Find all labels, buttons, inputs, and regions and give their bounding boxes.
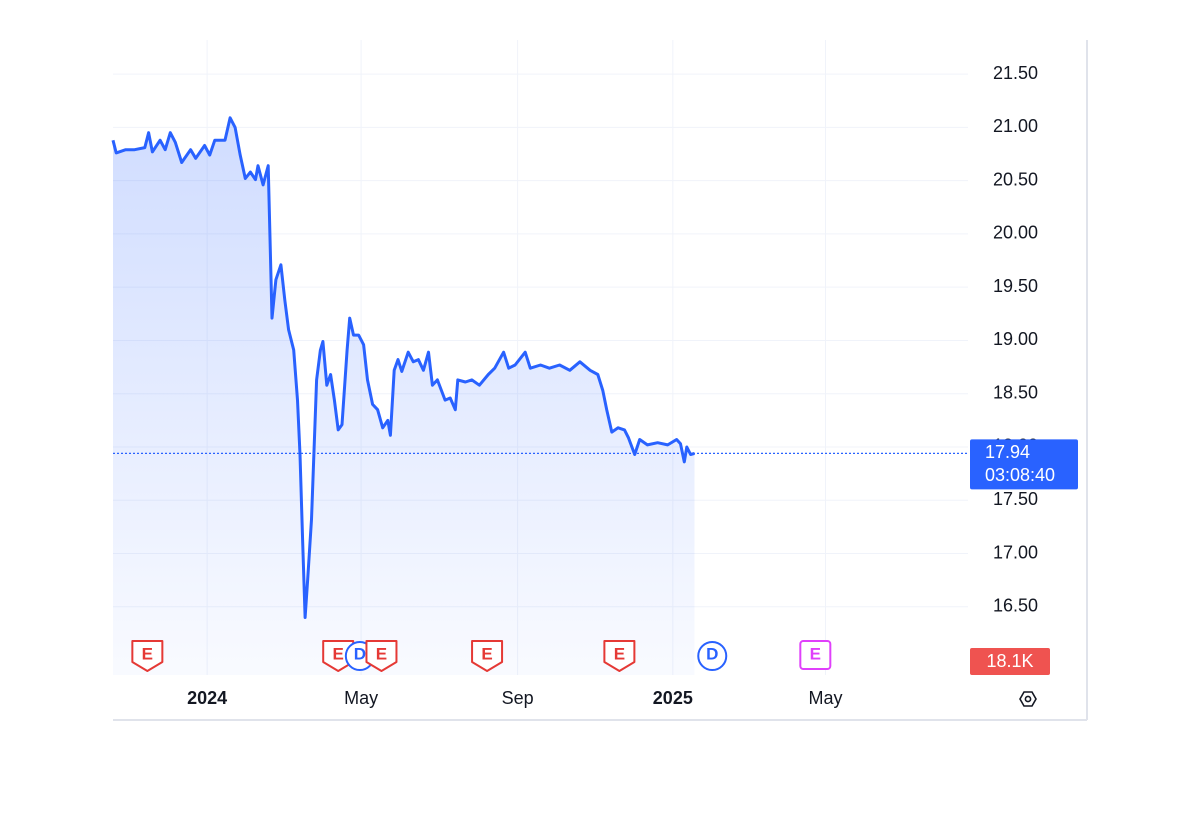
event-marker[interactable]: D xyxy=(697,641,728,671)
countdown-label: 03:08:40 xyxy=(985,465,1055,485)
last-price-box xyxy=(970,439,1078,490)
event-badge[interactable] xyxy=(603,640,636,672)
y-tick-label: 19.00 xyxy=(993,329,1038,349)
event-badge[interactable] xyxy=(365,640,398,672)
y-tick-label: 21.00 xyxy=(993,116,1038,136)
event-marker[interactable]: E xyxy=(603,640,636,672)
event-label[interactable]: E xyxy=(481,644,492,663)
settings-icon[interactable] xyxy=(1019,691,1037,707)
volume-box xyxy=(970,648,1050,675)
event-label[interactable]: D xyxy=(706,644,718,663)
event-label[interactable]: E xyxy=(376,644,387,663)
x-tick-label: Sep xyxy=(502,688,534,708)
event-marker[interactable]: E xyxy=(799,640,832,670)
y-tick-label: 16.50 xyxy=(993,596,1038,616)
event-badge[interactable] xyxy=(799,640,832,670)
volume-label: 18.1K xyxy=(986,651,1033,671)
y-tick-label: 20.00 xyxy=(993,223,1038,243)
event-label[interactable]: D xyxy=(354,644,366,663)
event-badge[interactable] xyxy=(471,640,504,672)
y-tick-label: 20.50 xyxy=(993,169,1038,189)
event-badge[interactable] xyxy=(322,640,355,672)
event-marker[interactable]: E xyxy=(365,640,398,672)
event-marker[interactable]: E xyxy=(322,640,355,672)
event-marker[interactable]: E xyxy=(471,640,504,672)
x-tick-label: 2024 xyxy=(187,688,227,708)
event-label[interactable]: E xyxy=(810,644,821,663)
y-tick-label: 17.50 xyxy=(993,489,1038,509)
last-price-label: 17.94 xyxy=(985,442,1030,462)
y-tick-label: 18.50 xyxy=(993,382,1038,402)
x-tick-label: May xyxy=(344,688,378,708)
x-tick-label: May xyxy=(808,688,842,708)
price-area xyxy=(113,117,695,676)
settings-icon[interactable] xyxy=(1024,695,1032,703)
event-badge[interactable] xyxy=(131,640,164,672)
event-badge[interactable] xyxy=(697,641,728,671)
settings-button[interactable] xyxy=(1019,691,1037,707)
x-tick-label: 2025 xyxy=(653,688,693,708)
y-tick-label: 17.00 xyxy=(993,542,1038,562)
y-tick-label: 19.50 xyxy=(993,276,1038,296)
event-label[interactable]: E xyxy=(142,644,153,663)
event-marker[interactable]: E xyxy=(131,640,164,672)
event-label[interactable]: E xyxy=(333,644,344,663)
y-tick-label: 21.50 xyxy=(993,63,1038,83)
price-line xyxy=(111,116,695,619)
event-label[interactable]: E xyxy=(614,644,625,663)
